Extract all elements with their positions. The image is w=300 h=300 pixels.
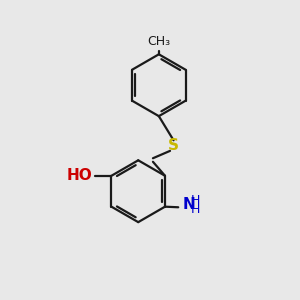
Text: HO: HO xyxy=(67,168,92,183)
Text: CH₃: CH₃ xyxy=(147,35,170,48)
Text: H: H xyxy=(191,194,200,207)
Text: S: S xyxy=(168,138,179,153)
Text: H: H xyxy=(191,203,200,216)
Text: N: N xyxy=(183,197,195,212)
